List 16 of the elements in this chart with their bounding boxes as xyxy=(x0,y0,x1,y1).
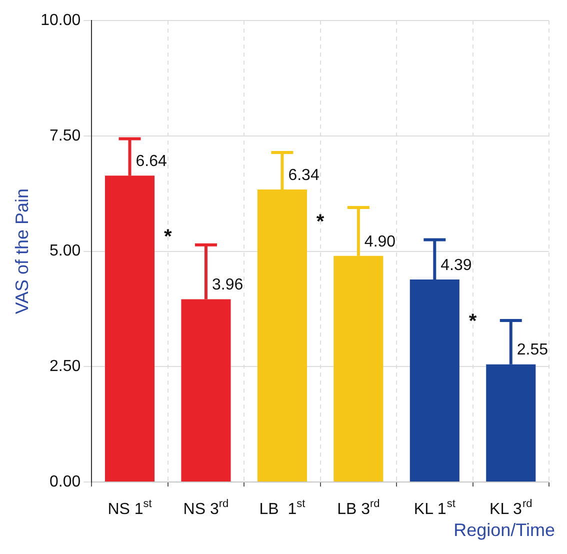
y-tick-label: 7.50 xyxy=(50,127,81,144)
y-tick-label: 0.00 xyxy=(50,473,81,490)
y-tick-label: 10.00 xyxy=(40,12,81,30)
annotation: * xyxy=(316,211,324,234)
data-label: 4.90 xyxy=(364,233,396,250)
annotation: * xyxy=(468,310,477,332)
y-tick-label: 5.00 xyxy=(50,242,81,260)
data-label: 6.34 xyxy=(288,166,320,184)
data-label: 2.55 xyxy=(516,342,548,359)
x-axis-title: Region/Time xyxy=(454,520,555,540)
data-label: 6.64 xyxy=(136,153,167,170)
annotation: * xyxy=(164,226,172,248)
data-label: 3.96 xyxy=(212,276,244,294)
data-label: 4.39 xyxy=(440,256,472,274)
y-axis-title: VAS of the Pain xyxy=(12,188,32,314)
y-tick-label: 2.50 xyxy=(50,358,81,376)
